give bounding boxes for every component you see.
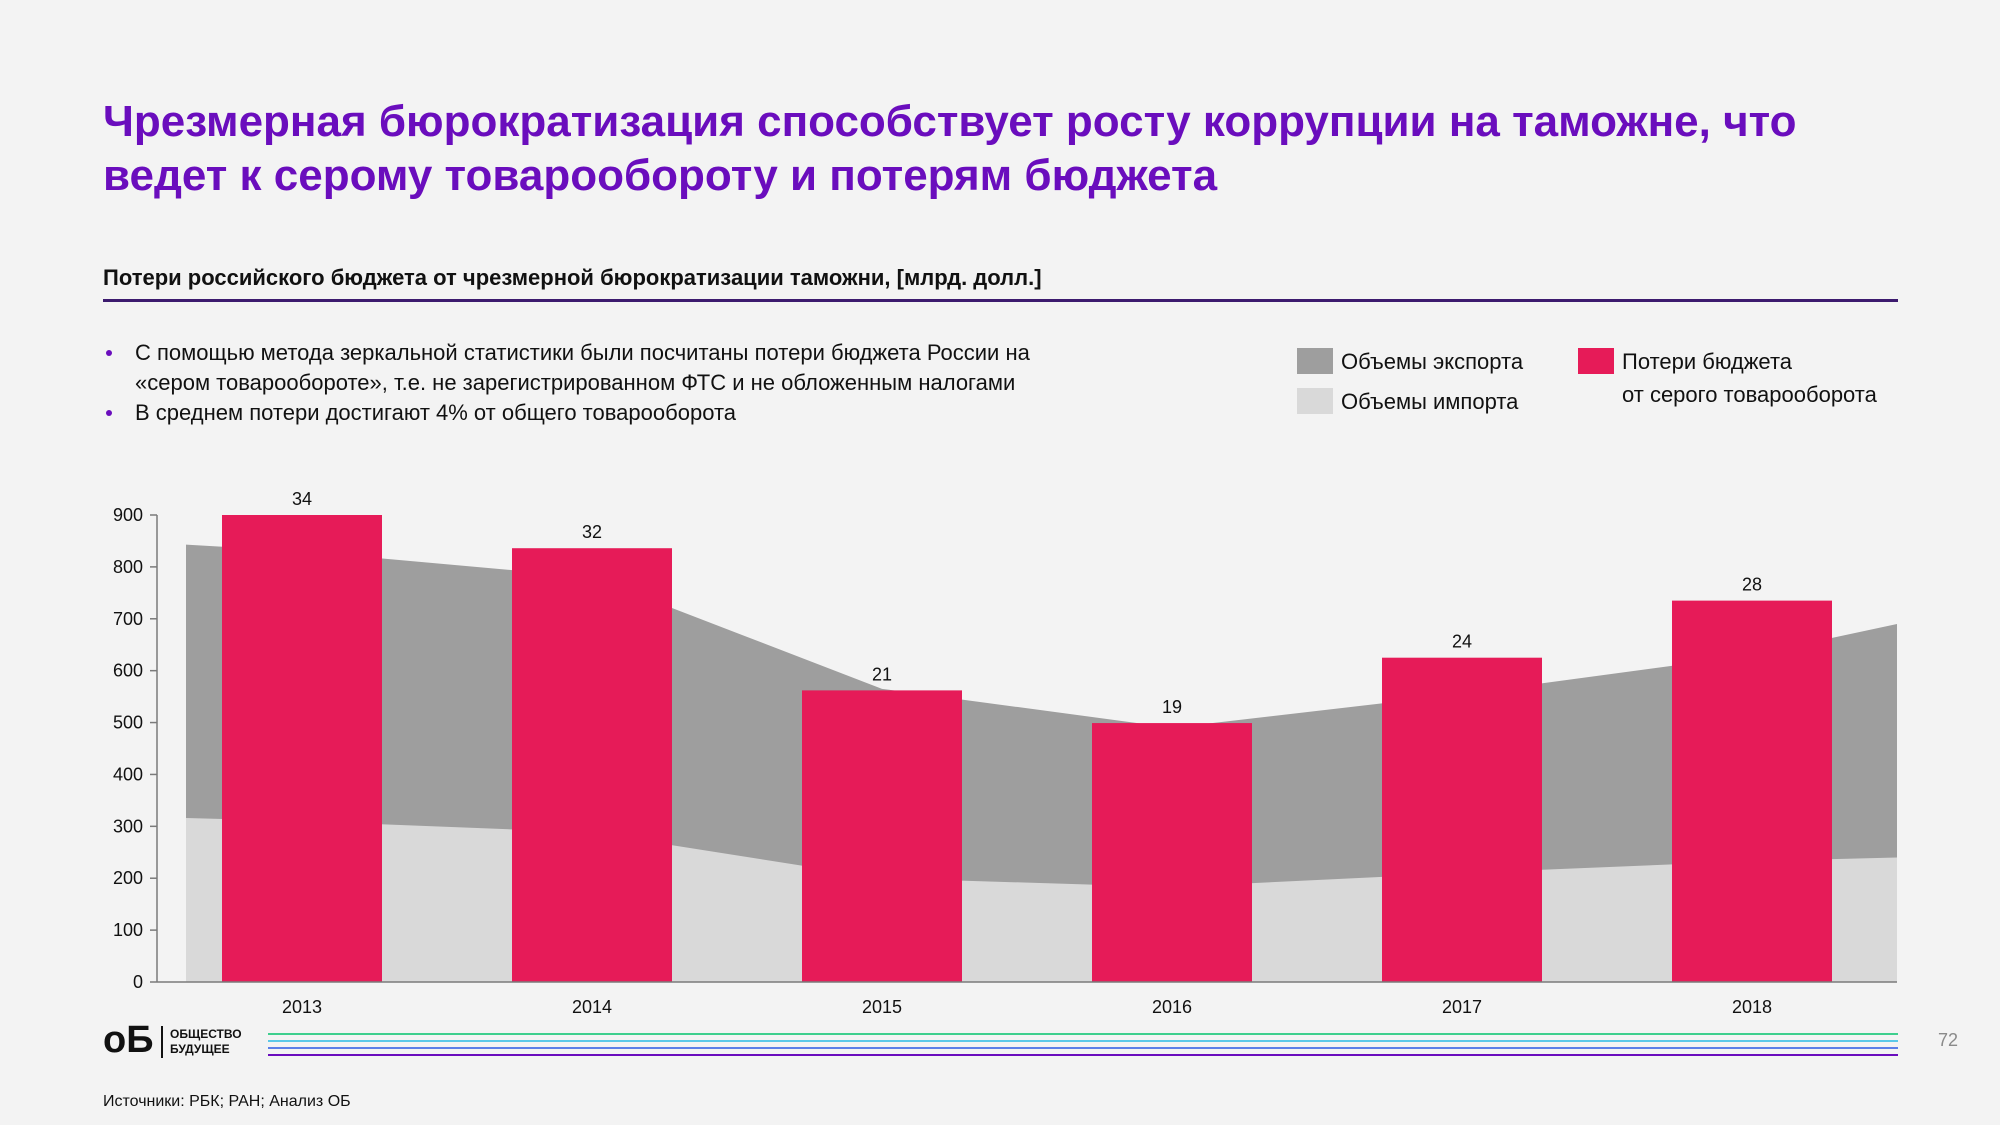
legend-import-swatch <box>1297 388 1333 414</box>
y-tick-label: 800 <box>113 557 143 577</box>
legend-export-swatch <box>1297 348 1333 374</box>
y-tick-label: 500 <box>113 713 143 733</box>
legend-losses-label-line-1: Потери бюджета <box>1622 349 1793 374</box>
page-title-line-1: Чрезмерная бюрократизация способствует р… <box>103 97 1797 146</box>
bullet-item: В среднем потери достигают 4% от общего … <box>103 398 1103 428</box>
x-tick-label: 2018 <box>1732 997 1772 1017</box>
x-tick-label: 2013 <box>282 997 322 1017</box>
legend-export-label: Объемы экспорта <box>1341 349 1524 374</box>
bar-2015 <box>802 690 962 982</box>
logo-text-line-1: ОБЩЕСТВО <box>170 1027 242 1041</box>
logo-divider <box>161 1026 163 1058</box>
y-tick-label: 400 <box>113 764 143 784</box>
bullet-item: С помощью метода зеркальной статистики б… <box>103 338 1103 398</box>
x-tick-label: 2017 <box>1442 997 1482 1017</box>
footer-line <box>268 1040 1898 1042</box>
footer-line <box>268 1054 1898 1056</box>
y-tick-label: 0 <box>133 972 143 992</box>
bullet-list: С помощью метода зеркальной статистики б… <box>103 338 1103 428</box>
data-label: 34 <box>292 489 312 509</box>
x-tick-label: 2014 <box>572 997 612 1017</box>
legend-import-label: Объемы импорта <box>1341 389 1519 414</box>
logo-text: ОБЩЕСТВО БУДУЩЕЕ <box>170 1027 242 1057</box>
legend-losses-swatch <box>1578 348 1614 374</box>
data-label: 32 <box>582 522 602 542</box>
footer-lines <box>268 1033 1898 1061</box>
bar-2016 <box>1092 723 1252 982</box>
chart-subtitle: Потери российского бюджета от чрезмерной… <box>103 265 1898 302</box>
y-tick-label: 900 <box>113 505 143 525</box>
legend-losses: Потери бюджета от серого товарооборота <box>1578 345 1898 425</box>
footer-line <box>268 1047 1898 1049</box>
logo-mark: оБ <box>103 1019 154 1061</box>
page-number: 72 <box>1938 1030 1959 1050</box>
page-title: Чрезмерная бюрократизация способствует р… <box>103 95 1923 203</box>
bar-2013 <box>222 515 382 982</box>
bar-2018 <box>1672 600 1832 982</box>
bar-2017 <box>1382 657 1542 982</box>
legend-losses-label-line-2: от серого товарооборота <box>1622 382 1877 407</box>
y-tick-label: 300 <box>113 816 143 836</box>
y-tick-label: 600 <box>113 661 143 681</box>
footer-line <box>268 1033 1898 1035</box>
data-label: 24 <box>1452 632 1472 652</box>
x-tick-label: 2015 <box>862 997 902 1017</box>
logo-text-line-2: БУДУЩЕЕ <box>170 1042 230 1056</box>
data-label: 19 <box>1162 697 1182 717</box>
bullet-text: «сером товарообороте», т.е. не зарегистр… <box>135 370 1016 395</box>
bullet-text: С помощью метода зеркальной статистики б… <box>135 340 1030 365</box>
y-tick-label: 100 <box>113 920 143 940</box>
bar-2014 <box>512 548 672 982</box>
x-tick-label: 2016 <box>1152 997 1192 1017</box>
y-tick-label: 200 <box>113 868 143 888</box>
legend-losses-label: Потери бюджета от серого товарооборота <box>1622 345 1877 411</box>
bullet-text: В среднем потери достигают 4% от общего … <box>135 400 737 425</box>
page-title-line-2: ведет к серому товарообороту и потерям б… <box>103 151 1218 200</box>
data-label: 28 <box>1742 575 1762 595</box>
sources-note: Источники: РБК; РАН; Анализ ОБ <box>103 1093 351 1110</box>
budget-losses-chart: 34 32 21 19 24 28 0 100 200 300 400 500 600 700 800 900… <box>113 489 1897 1017</box>
y-tick-label: 700 <box>113 609 143 629</box>
legend-volumes: Объемы экспорта Объемы импорта <box>1297 345 1557 425</box>
data-label: 21 <box>872 664 892 684</box>
